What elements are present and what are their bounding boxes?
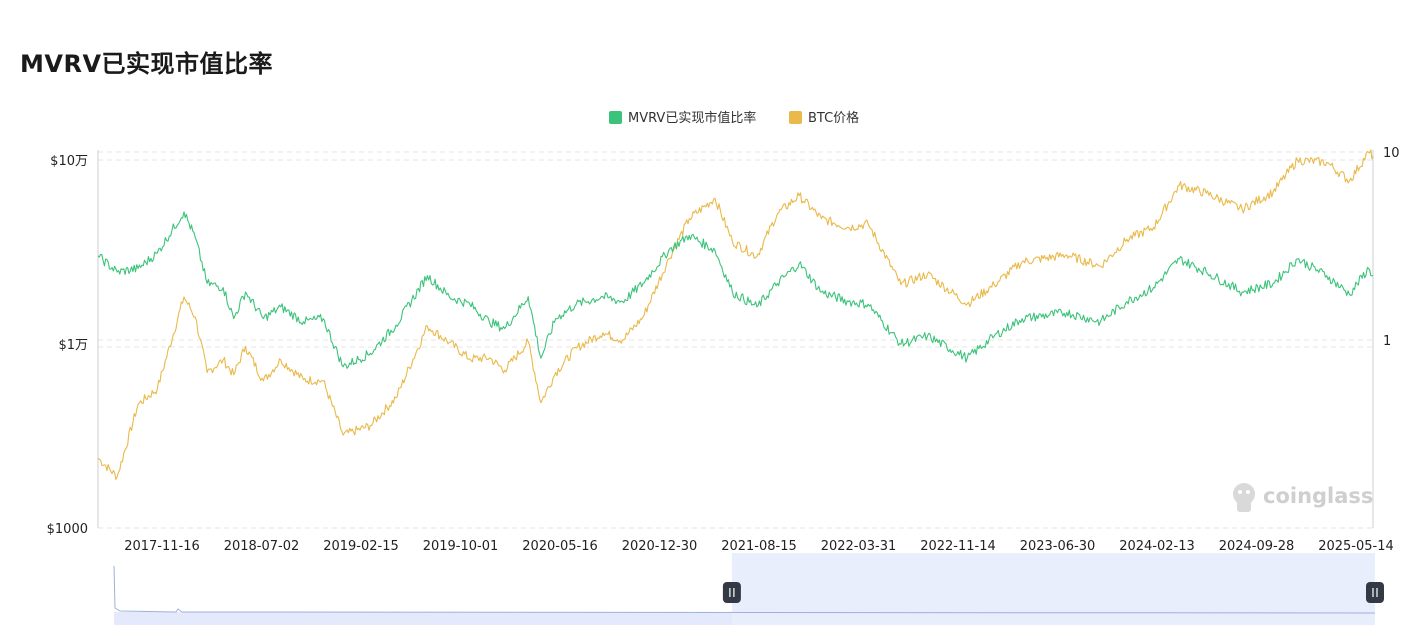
x-tick-label: 2017-11-16 bbox=[124, 539, 200, 554]
legend-item-mvrv[interactable]: MVRV已实现市值比率 bbox=[609, 110, 756, 126]
coinglass-logo-icon bbox=[1233, 483, 1255, 512]
series-layer bbox=[97, 149, 1374, 480]
x-tick-label: 2018-07-02 bbox=[224, 539, 300, 554]
range-navigator[interactable] bbox=[113, 553, 1384, 625]
legend-swatch bbox=[609, 111, 622, 124]
axes: $10万 $1万 $1000 10 1 bbox=[47, 146, 1400, 537]
x-tick-label: 2022-03-31 bbox=[821, 539, 897, 554]
series-line-btc-price bbox=[97, 149, 1374, 480]
y-left-tick-label: $1万 bbox=[58, 338, 88, 353]
navigator-sparkline bbox=[113, 565, 1376, 614]
legend[interactable]: MVRV已实现市值比率 BTC价格 bbox=[609, 110, 859, 126]
navigator-right-handle[interactable] bbox=[1366, 582, 1384, 603]
series-line-mvrv bbox=[97, 211, 1374, 369]
navigator-selection[interactable] bbox=[731, 553, 1375, 625]
legend-label: MVRV已实现市值比率 bbox=[628, 110, 756, 126]
x-tick-label: 2024-09-28 bbox=[1219, 539, 1295, 554]
x-tick-label: 2025-05-14 bbox=[1318, 539, 1394, 554]
legend-label: BTC价格 bbox=[808, 110, 859, 126]
x-tick-label: 2024-02-13 bbox=[1119, 539, 1195, 554]
y-right-tick-label: 1 bbox=[1383, 334, 1391, 349]
x-tick-label: 2019-02-15 bbox=[323, 539, 399, 554]
x-tick-label: 2020-12-30 bbox=[622, 539, 698, 554]
x-tick-label: 2023-06-30 bbox=[1020, 539, 1096, 554]
legend-item-btc-price[interactable]: BTC价格 bbox=[789, 110, 859, 126]
x-tick-label: 2022-11-14 bbox=[920, 539, 996, 554]
chart-title: MVRV已实现市值比率 bbox=[20, 50, 274, 78]
watermark-text: coinglass bbox=[1263, 484, 1373, 508]
x-tick-label: 2020-05-16 bbox=[522, 539, 598, 554]
grid-lines bbox=[98, 151, 1373, 529]
y-right-tick-label: 10 bbox=[1383, 146, 1400, 161]
x-tick-label: 2019-10-01 bbox=[423, 539, 499, 554]
coinglass-watermark: coinglass bbox=[1233, 483, 1373, 512]
x-axis-ticks: 2017-11-16 2018-07-02 2019-02-15 2019-10-01… bbox=[124, 539, 1394, 554]
y-left-tick-label: $1000 bbox=[47, 522, 88, 537]
y-left-tick-label: $10万 bbox=[50, 154, 88, 169]
navigator-left-handle[interactable] bbox=[722, 582, 741, 603]
legend-swatch bbox=[789, 111, 802, 124]
x-tick-label: 2021-08-15 bbox=[721, 539, 797, 554]
